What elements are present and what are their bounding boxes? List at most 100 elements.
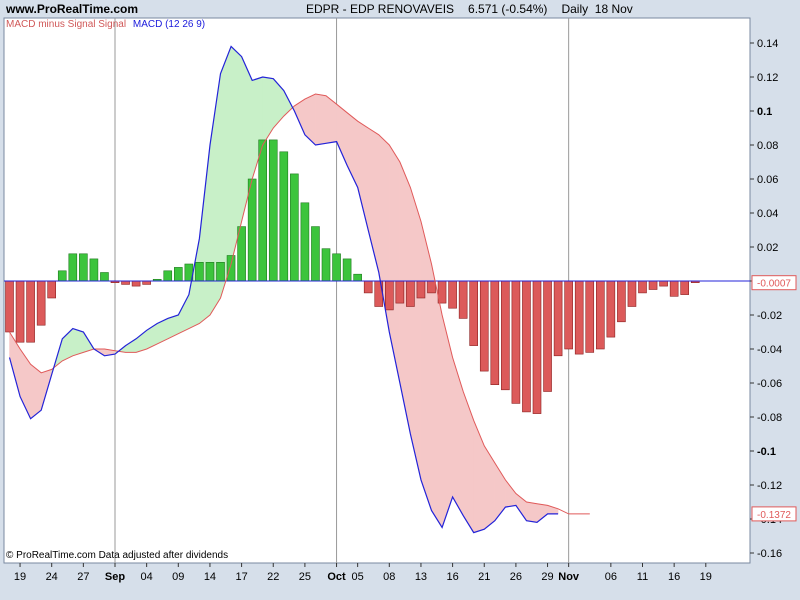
histogram-bar-positive — [321, 248, 331, 282]
histogram-bar-negative — [142, 280, 151, 285]
fill-segment — [410, 187, 422, 480]
histogram-bar-negative — [121, 280, 130, 285]
chart-headline: EDPR - EDP RENOVAVEIS 6.571 (-0.54%) Daily… — [306, 2, 633, 16]
x-tick-label: 08 — [383, 571, 395, 583]
fill-segment — [420, 221, 432, 511]
histogram-bar-positive — [258, 139, 268, 282]
x-tick-label: Oct — [327, 571, 346, 583]
histogram-bar-negative — [490, 280, 500, 385]
x-tick-label: 27 — [77, 571, 89, 583]
histogram-bar-positive — [311, 226, 320, 282]
x-tick-label: 05 — [352, 571, 364, 583]
histogram-bar-positive — [247, 178, 257, 282]
x-tick-label: 19 — [700, 571, 712, 583]
histogram-bar-negative — [427, 280, 436, 294]
y-tick-label: -0.1 — [757, 446, 776, 458]
x-tick-label: 24 — [46, 571, 58, 583]
histogram-bar-negative — [648, 280, 658, 290]
histogram-bar-negative — [627, 280, 637, 307]
histogram-bar-negative — [458, 280, 468, 319]
histogram-bar-negative — [638, 280, 647, 294]
x-tick-label: 04 — [141, 571, 153, 583]
x-tick-label: 16 — [668, 571, 680, 583]
x-tick-label: 22 — [267, 571, 279, 583]
x-tick-label: Nov — [558, 571, 580, 583]
histogram-bar-positive — [216, 261, 225, 282]
y-tick-label: 0.1 — [757, 106, 772, 118]
legend-macd: MACD (12 26 9) — [132, 19, 206, 30]
x-tick-label: Sep — [105, 571, 125, 583]
last-value-histogram-box — [751, 275, 797, 291]
y-tick-label: 0.12 — [757, 72, 778, 84]
histogram-bar-positive — [332, 253, 341, 282]
y-tick-label: -0.06 — [757, 378, 782, 390]
y-tick-label: 0.06 — [757, 174, 778, 186]
histogram-bar-negative — [131, 280, 141, 287]
histogram-bar-positive — [68, 253, 78, 282]
x-tick-label: 19 — [14, 571, 26, 583]
histogram-bar-positive — [268, 139, 278, 282]
histogram-bar-negative — [395, 280, 405, 304]
site-name[interactable]: www.ProRealTime.com — [6, 2, 139, 16]
histogram-bar-negative — [574, 280, 584, 355]
x-tick-label: 25 — [299, 571, 311, 583]
symbol-name: EDPR - EDP RENOVAVEIS — [306, 2, 455, 16]
histogram-bar-negative — [416, 280, 426, 299]
histogram-bar-negative — [669, 280, 679, 297]
y-tick-label: 0.08 — [757, 140, 778, 152]
top-bar: www.ProRealTime.com EDPR - EDP RENOVAVEI… — [0, 0, 800, 18]
last-value-macd: -0.1372 — [757, 510, 791, 521]
histogram-bar-positive — [342, 258, 352, 282]
histogram-bar-positive — [205, 261, 215, 282]
histogram-bar-negative — [479, 280, 489, 372]
histogram-bar-negative — [47, 280, 57, 299]
histogram-bar-negative — [585, 280, 595, 353]
histogram-bar-positive — [100, 272, 109, 282]
x-tick-label: 14 — [204, 571, 216, 583]
signal-line — [9, 93, 590, 515]
fill-segment — [315, 93, 327, 146]
quote-value: 6.571 (-0.54%) — [468, 2, 548, 16]
x-tick-label: 06 — [605, 571, 617, 583]
x-tick-label: 17 — [235, 571, 247, 583]
histogram-bar-negative — [543, 280, 552, 392]
indicator-legend: MACD minus Signal Signal MACD (12 26 9) — [6, 19, 205, 30]
legend-histogram: MACD minus Signal — [6, 19, 96, 30]
macd-line — [8, 45, 559, 534]
histogram-bar-positive — [195, 261, 204, 282]
copyright-note: © ProRealTime.com Data adjusted after di… — [6, 550, 229, 561]
x-tick-label: 09 — [172, 571, 184, 583]
histogram-bar-positive — [300, 202, 310, 282]
histogram-bar-negative — [448, 280, 457, 309]
histogram-bar-positive — [353, 273, 362, 282]
histogram-bar-negative — [511, 280, 521, 404]
y-tick-label: 0.02 — [757, 242, 778, 254]
histogram-bar-negative — [15, 280, 25, 343]
x-tick-label: 21 — [478, 571, 490, 583]
fill-segment — [526, 501, 538, 523]
histogram-bar-negative — [363, 280, 373, 294]
last-value-histogram: -0.0007 — [757, 279, 791, 290]
histogram-bar-positive — [174, 267, 183, 282]
histogram-bar-negative — [606, 280, 616, 338]
histogram-bar-negative — [384, 280, 394, 311]
period-label: Daily — [561, 2, 589, 16]
histogram-bar-negative — [36, 280, 46, 326]
x-axis: 19 24 27 Sep 04 09 14 17 22 25 Oct 05 08 13 16 21 26 29 No… — [14, 563, 712, 583]
histogram-bar-negative — [501, 280, 510, 391]
histogram-bar-positive — [79, 253, 88, 282]
histogram-bar-negative — [532, 280, 542, 414]
date-label: 18 Nov — [594, 2, 633, 16]
y-tick-label: -0.08 — [757, 412, 782, 424]
y-tick-label: -0.16 — [757, 548, 782, 560]
histogram-bar-negative — [553, 280, 563, 357]
x-tick-label: 13 — [415, 571, 427, 583]
histogram-bar-negative — [406, 280, 415, 307]
histogram-bar-negative — [522, 280, 531, 413]
histogram-bar-negative — [5, 280, 14, 333]
histogram-bar-negative — [564, 280, 573, 350]
histogram-bar-positive — [279, 151, 289, 282]
histogram-bar-negative — [469, 280, 479, 346]
histogram-bar-negative — [595, 280, 605, 350]
y-tick-label: -0.02 — [757, 310, 782, 322]
